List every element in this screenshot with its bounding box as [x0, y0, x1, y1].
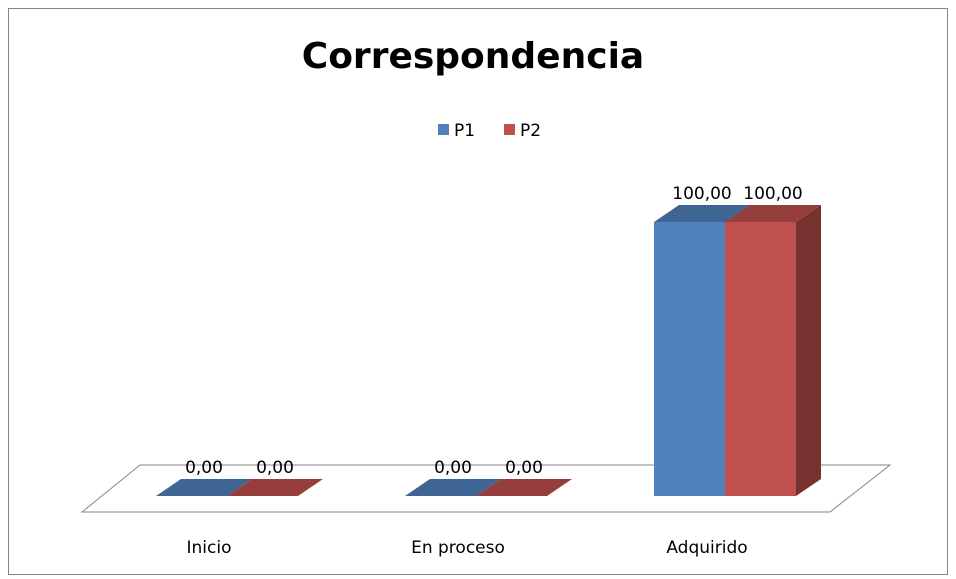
legend-swatch	[438, 124, 449, 135]
x-tick-label: En proceso	[411, 538, 505, 558]
bar-front	[654, 222, 725, 496]
bar-top	[227, 479, 323, 496]
data-label: 0,00	[185, 458, 223, 478]
x-tick-label: Inicio	[187, 538, 232, 558]
x-tick-label: Adquirido	[666, 538, 747, 558]
data-label: 0,00	[505, 458, 543, 478]
legend-label: P1	[454, 121, 475, 141]
data-label: 100,00	[743, 184, 802, 204]
legend-swatch	[504, 124, 515, 135]
bar-top	[405, 479, 501, 496]
chart-title: Correspondencia	[302, 36, 644, 77]
bar-top	[476, 479, 572, 496]
data-label: 100,00	[672, 184, 731, 204]
data-label: 0,00	[434, 458, 472, 478]
bar-front	[725, 222, 796, 496]
bar-top	[156, 479, 252, 496]
bar-side	[796, 205, 821, 496]
legend-label: P2	[520, 121, 541, 141]
bar-top	[654, 205, 750, 222]
bar-top	[725, 205, 821, 222]
data-label: 0,00	[256, 458, 294, 478]
